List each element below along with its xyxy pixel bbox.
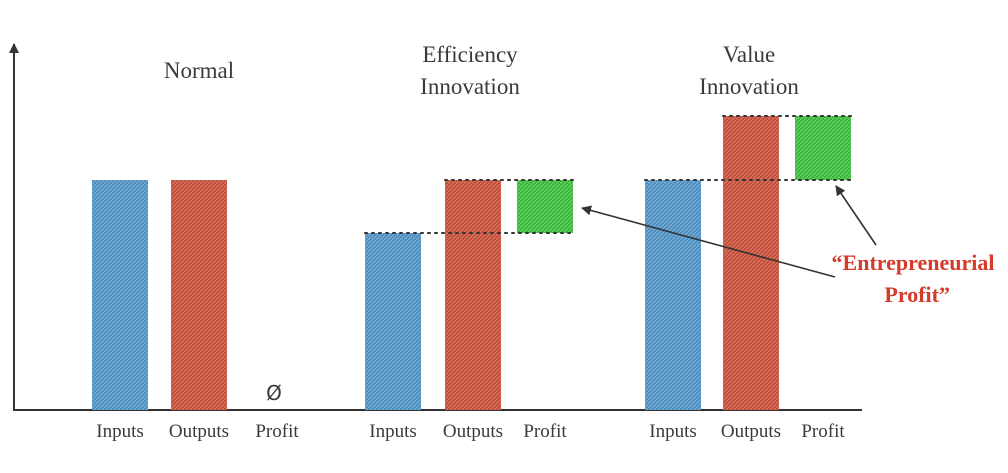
callout-label: “Entrepreneurial Profit” — [832, 250, 1000, 307]
profit-empty-symbol: Ø — [266, 381, 282, 405]
profit-bar — [517, 180, 573, 233]
x-tick-label: Inputs — [96, 421, 144, 442]
profit-bar — [795, 116, 851, 180]
callout-line-1: “Entrepreneurial — [832, 250, 995, 275]
panel-title-line: Innovation — [420, 74, 520, 99]
inputs-bar — [645, 180, 701, 410]
x-tick-label: Inputs — [649, 421, 697, 442]
panel-1: Normal Inputs Outputs Profit Ø — [92, 58, 299, 442]
outputs-bar — [723, 116, 779, 410]
panel-title: Normal — [164, 58, 234, 83]
callout-arrow-value — [835, 185, 877, 246]
panel-title: Efficiency Innovation — [420, 42, 520, 99]
panel-title: Value Innovation — [699, 42, 799, 99]
panel-3: Value Innovation Inputs Outputs Profit — [644, 42, 852, 442]
inputs-bar — [365, 233, 421, 410]
x-tick-label: Outputs — [721, 421, 781, 442]
x-tick-label: Profit — [523, 421, 567, 442]
panel-title-line: Innovation — [699, 74, 799, 99]
x-tick-label: Inputs — [369, 421, 417, 442]
x-tick-label: Outputs — [169, 421, 229, 442]
panel-title-line: Value — [723, 42, 775, 67]
outputs-bar — [445, 180, 501, 410]
panel-title-line: Efficiency — [422, 42, 518, 67]
x-tick-label: Profit — [255, 421, 299, 442]
callout-arrow-efficiency — [581, 205, 836, 278]
callout-line-2: Profit” — [884, 282, 950, 307]
panel-title-line: Normal — [164, 58, 234, 83]
x-tick-label: Outputs — [443, 421, 503, 442]
panels-layer: Normal Inputs Outputs Profit Ø Efficiency Inno… — [92, 42, 852, 442]
inputs-bar — [92, 180, 148, 410]
outputs-bar — [171, 180, 227, 410]
panel-2: Efficiency Innovation Inputs Outputs Profit — [364, 42, 574, 442]
x-tick-label: Profit — [801, 421, 845, 442]
